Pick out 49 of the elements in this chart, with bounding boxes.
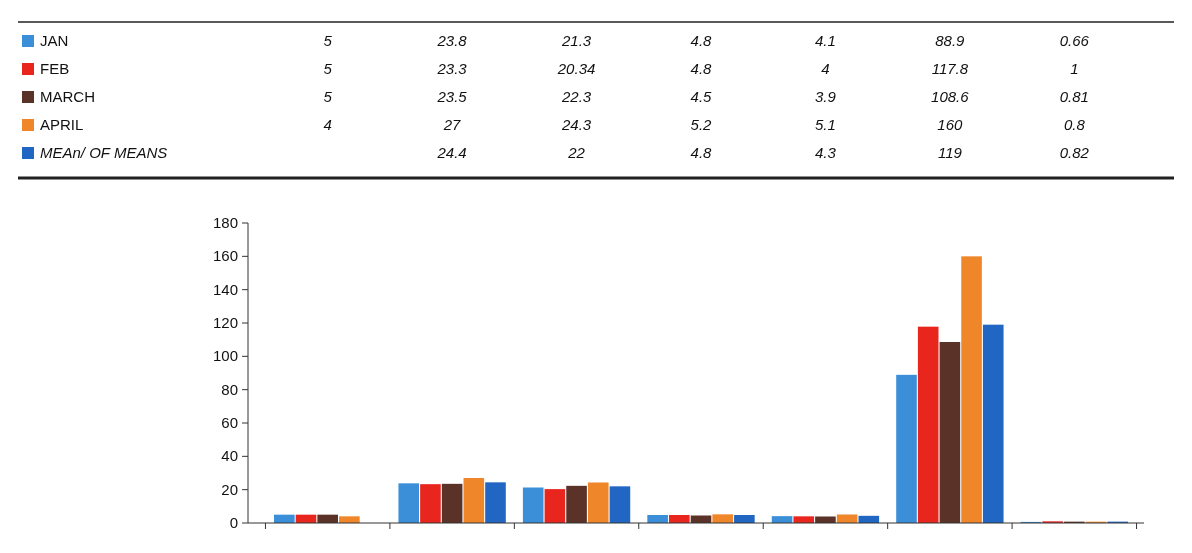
legend-label: APRIL [40,116,84,133]
data-label: 0.66 [1059,32,1090,49]
data-label: 0.8 [1063,116,1086,133]
data-label: 24.4 [436,144,467,161]
data-label: 0.82 [1059,144,1090,161]
data-label: 5 [323,88,333,105]
data-label: 22.3 [560,88,592,105]
data-label: 108.6 [931,88,970,105]
y-tick-label: 120 [212,314,238,331]
y-tick-label: 40 [221,447,238,465]
y-tick-label: 180 [212,214,238,231]
data-label: 4 [323,116,332,133]
data-label: 4.3 [815,144,837,161]
data-label: 5 [323,32,333,49]
y-tick-label: 160 [212,247,238,265]
y-tick-label: 80 [221,380,238,398]
data-label: 27 [442,116,462,133]
legend-label: MEAn/ OF MEANS [40,144,168,161]
data-label: 119 [937,144,963,161]
y-tick-label: 20 [221,480,238,498]
data-label: 21.3 [560,32,592,49]
data-label: 23.5 [436,88,468,105]
y-tick-label: 60 [221,414,238,431]
legend-label: FEB [40,60,70,77]
y-tick-label: 0 [229,514,238,531]
data-label: 20.34 [556,60,596,77]
data-label: 4 [821,60,830,77]
data-label: 23.3 [436,60,468,77]
data-label: 88.9 [935,32,966,49]
data-label: 4.8 [690,60,713,77]
data-label: 24.3 [560,116,592,133]
data-label: 5 [323,60,333,77]
data-label: 5.1 [815,116,836,133]
data-label: 22 [567,144,586,161]
data-label: 1 [1070,60,1079,77]
data-label: 0.81 [1059,88,1089,105]
data-label: 4.5 [690,88,713,105]
legend-label: JAN [40,32,69,49]
y-tick-label: 100 [212,347,238,365]
data-label: 23.8 [436,32,468,49]
data-label: 4.1 [815,32,836,49]
data-label: 5.2 [690,116,713,133]
legend-label: MARCH [40,88,95,105]
y-tick-label: 140 [212,280,238,298]
data-label: 3.9 [815,88,837,105]
data-label: 4.8 [690,32,713,49]
data-label: 117.8 [931,60,969,77]
data-label: 4.8 [690,144,713,161]
data-label: 160 [937,116,964,133]
